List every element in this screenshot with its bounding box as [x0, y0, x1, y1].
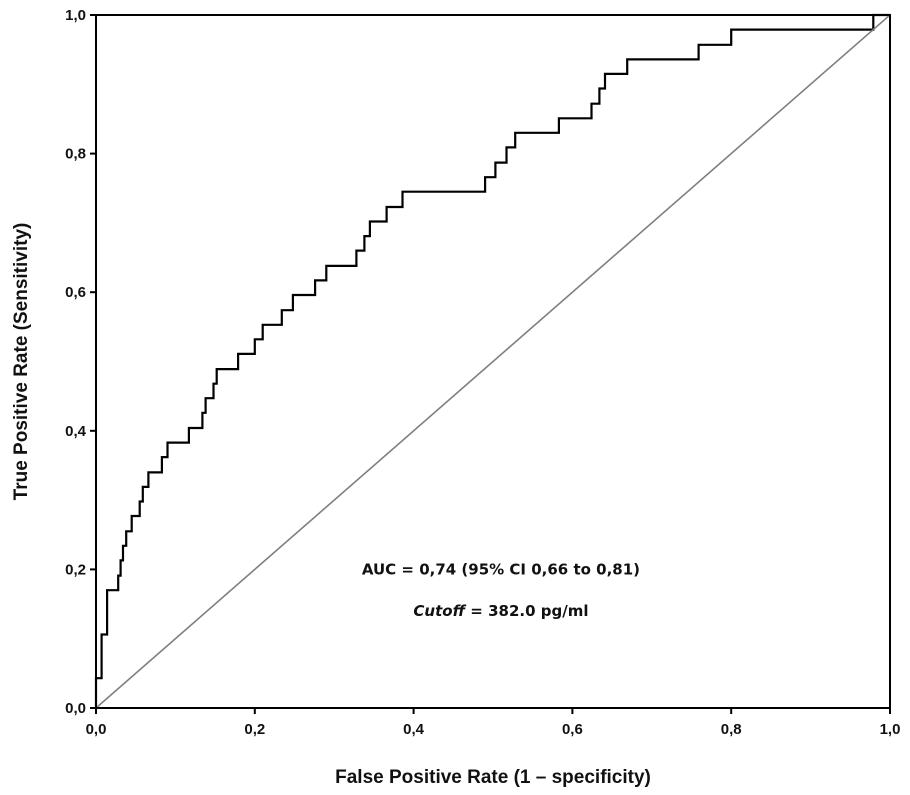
x-axis-title: False Positive Rate (1 – specificity) — [335, 767, 651, 788]
y-axis-title: True Positive Rate (Sensitivity) — [11, 223, 32, 501]
x-tick-label: 0,2 — [244, 721, 265, 738]
axis-tick-labels: 0,0 0,2 0,4 0,6 0,8 1,0 0,0 0,2 0,4 0,6 0,8 1,0 — [65, 7, 900, 738]
x-tick-label: 0,6 — [562, 721, 583, 738]
y-tick-label: 1,0 — [65, 7, 86, 24]
y-tick-label: 0,2 — [65, 561, 86, 578]
y-tick-label: 0,0 — [65, 700, 86, 717]
x-tick-label: 1,0 — [880, 721, 901, 738]
roc-curve — [94, 13, 890, 708]
y-tick-label: 0,4 — [65, 423, 87, 440]
x-tick-label: 0,4 — [403, 721, 425, 738]
cutoff-label: Cutoff — [413, 602, 466, 620]
cutoff-annotation: Cutoff = 382.0 pg/ml — [413, 602, 588, 620]
x-tick-label: 0,8 — [721, 721, 742, 738]
y-tick-label: 0,6 — [65, 284, 86, 301]
auc-annotation: AUC = 0,74 (95% CI 0,66 to 0,81) — [362, 560, 640, 578]
plot-frame — [95, 14, 891, 709]
y-tick-label: 0,8 — [65, 146, 86, 163]
reference-diagonal-line — [95, 14, 891, 709]
cutoff-value: = 382.0 pg/ml — [465, 602, 588, 620]
series-layer — [94, 13, 891, 709]
x-tick-label: 0,0 — [86, 721, 107, 738]
